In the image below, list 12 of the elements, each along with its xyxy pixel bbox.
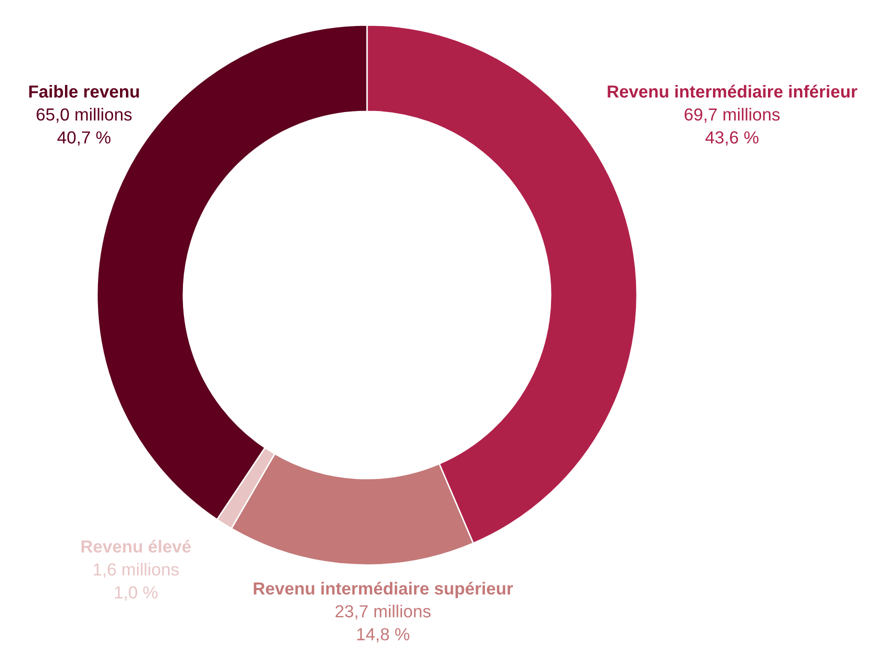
text: 43,6 % — [705, 131, 758, 146]
data-label: 1,6 millions — [94, 562, 179, 578]
data-label: 69,7 millions — [684, 108, 780, 123]
data-label: 65,0 millions — [36, 108, 132, 123]
data-label: 23,7 millions — [336, 604, 431, 620]
slice-label: Revenu intermédiaire inférieur — [608, 84, 858, 98]
text: 1,0 % — [115, 586, 158, 601]
slice-label: Revenu intermédiaire supérieur — [254, 582, 513, 598]
slice-label: Faible revenu — [29, 84, 139, 98]
text: 40,7 % — [57, 131, 110, 146]
slice-label: Revenu élevé — [82, 540, 191, 553]
text: 14,8 % — [357, 628, 410, 642]
